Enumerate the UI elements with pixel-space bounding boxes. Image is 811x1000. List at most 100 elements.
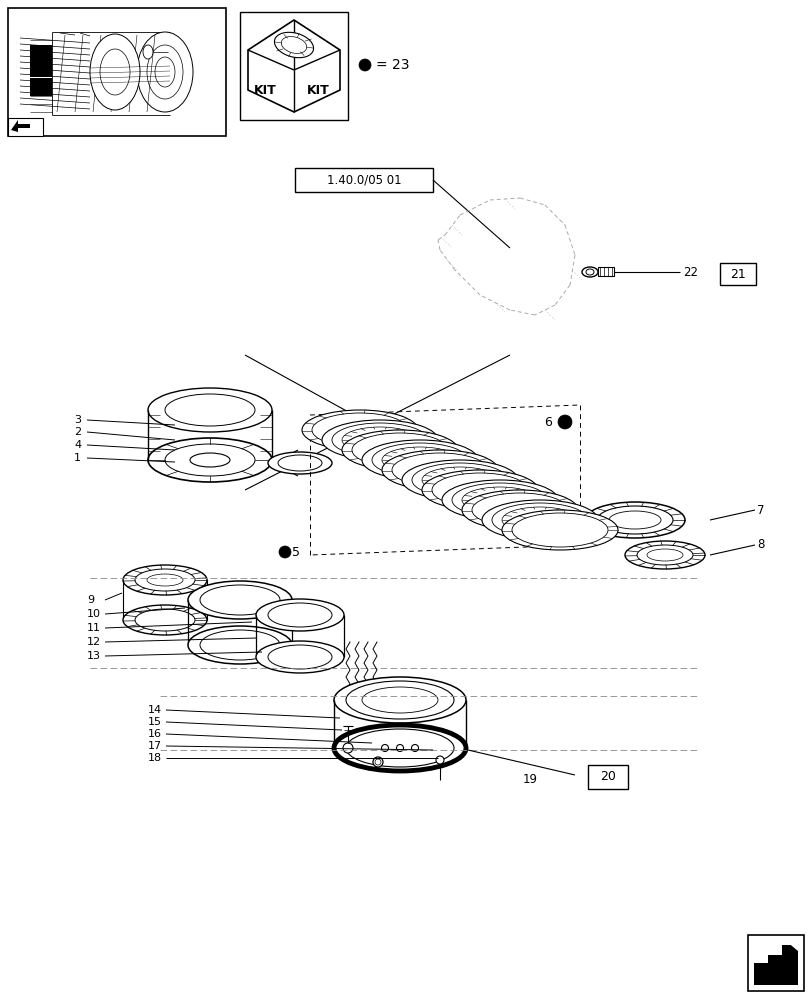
Ellipse shape [122,565,207,595]
Ellipse shape [90,34,139,110]
Ellipse shape [268,645,332,669]
Text: 6: 6 [543,416,551,428]
Ellipse shape [422,467,497,493]
Text: 11: 11 [87,623,101,633]
Circle shape [436,756,444,764]
Ellipse shape [255,599,344,631]
Polygon shape [785,941,797,951]
Ellipse shape [148,438,272,482]
Circle shape [381,744,388,752]
Text: = 23: = 23 [375,58,409,72]
Ellipse shape [452,483,547,517]
Text: 9: 9 [87,595,94,605]
Ellipse shape [482,500,597,540]
Ellipse shape [281,37,307,53]
Circle shape [342,743,353,753]
Ellipse shape [135,609,195,631]
Ellipse shape [381,447,457,473]
Ellipse shape [345,729,453,767]
Bar [8,8,225,136]
Ellipse shape [135,569,195,591]
Ellipse shape [165,444,255,476]
Text: 20: 20 [599,770,616,783]
Ellipse shape [143,45,152,59]
Ellipse shape [411,463,508,497]
Ellipse shape [636,545,692,565]
Text: KIT: KIT [307,84,329,97]
Text: 16: 16 [148,729,162,739]
Ellipse shape [581,267,597,277]
Ellipse shape [268,603,332,627]
Ellipse shape [341,430,457,470]
Ellipse shape [268,452,332,474]
Ellipse shape [586,269,594,275]
Ellipse shape [137,32,193,112]
Ellipse shape [512,513,607,547]
Ellipse shape [441,480,557,520]
Circle shape [375,759,380,765]
Bar [30,78,52,96]
Ellipse shape [148,388,272,432]
Text: 18: 18 [148,753,162,763]
Ellipse shape [596,506,672,534]
Circle shape [358,59,371,71]
Ellipse shape [100,49,130,95]
Ellipse shape [501,507,577,533]
Ellipse shape [362,687,437,713]
Ellipse shape [147,574,182,586]
Circle shape [557,415,571,429]
Text: 7: 7 [756,504,764,516]
Ellipse shape [302,410,418,450]
Bar [747,935,803,991]
Text: 21: 21 [729,267,745,280]
Ellipse shape [255,641,344,673]
Polygon shape [753,945,797,985]
Circle shape [279,546,290,558]
Ellipse shape [122,605,207,635]
Ellipse shape [624,541,704,569]
Text: 17: 17 [148,741,162,751]
Ellipse shape [584,502,684,538]
Text: 8: 8 [756,538,763,552]
Ellipse shape [147,45,182,99]
Polygon shape [247,20,340,112]
Ellipse shape [371,443,467,477]
Ellipse shape [190,453,230,467]
Ellipse shape [332,423,427,457]
Text: KIT: KIT [253,84,276,97]
Ellipse shape [341,427,418,453]
Text: 14: 14 [148,705,162,715]
Ellipse shape [155,57,175,87]
Ellipse shape [277,455,322,471]
Ellipse shape [165,394,255,426]
Ellipse shape [200,585,280,615]
Ellipse shape [333,677,466,723]
Ellipse shape [401,460,517,500]
Ellipse shape [381,450,497,490]
Ellipse shape [322,420,437,460]
Polygon shape [11,120,30,132]
Ellipse shape [392,453,487,487]
Ellipse shape [345,681,453,719]
Circle shape [396,744,403,752]
Ellipse shape [608,511,660,529]
Ellipse shape [333,725,466,771]
Text: 3: 3 [74,415,81,425]
Bar [30,45,52,77]
Ellipse shape [311,413,407,447]
Ellipse shape [491,503,587,537]
Bar [294,168,432,192]
Ellipse shape [501,510,617,550]
Text: 1: 1 [74,453,81,463]
Ellipse shape [362,440,478,480]
Ellipse shape [471,493,568,527]
Ellipse shape [200,630,280,660]
Text: 1.40.0/05 01: 1.40.0/05 01 [326,174,401,187]
Text: 12: 12 [87,637,101,647]
Text: 15: 15 [148,717,162,727]
Ellipse shape [188,581,292,619]
Ellipse shape [431,473,527,507]
Text: 10: 10 [87,609,101,619]
Text: 5: 5 [292,546,299,558]
Circle shape [372,757,383,767]
